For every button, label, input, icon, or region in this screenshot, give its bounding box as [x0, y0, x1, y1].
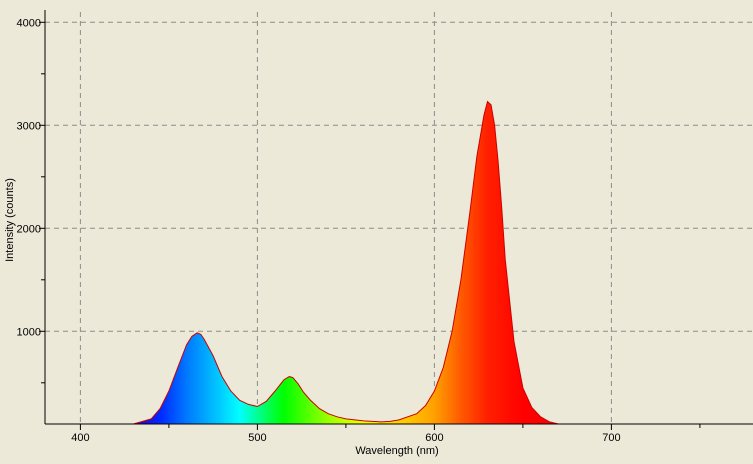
series-layer	[133, 100, 576, 424]
grid-lines	[45, 12, 753, 424]
y-tick-label: 1000	[17, 326, 41, 338]
x-tick-label: 700	[602, 432, 620, 444]
x-tick-labels: 400 500 600 700	[71, 432, 620, 444]
x-axis-title: Wavelength (nm)	[355, 445, 438, 457]
x-tick-label: 400	[71, 432, 89, 444]
x-tick-label: 500	[248, 432, 266, 444]
y-tick-label: 4000	[17, 17, 41, 29]
y-tick-label: 3000	[17, 120, 41, 132]
axes	[39, 10, 753, 430]
x-tick-label: 600	[425, 432, 443, 444]
y-tick-label: 2000	[17, 223, 41, 235]
y-axis-title: Intensity (counts)	[4, 178, 16, 262]
spectrum-area	[133, 101, 576, 424]
y-tick-labels: 1000 2000 3000 4000	[17, 17, 41, 338]
spectrum-outline	[133, 100, 576, 424]
